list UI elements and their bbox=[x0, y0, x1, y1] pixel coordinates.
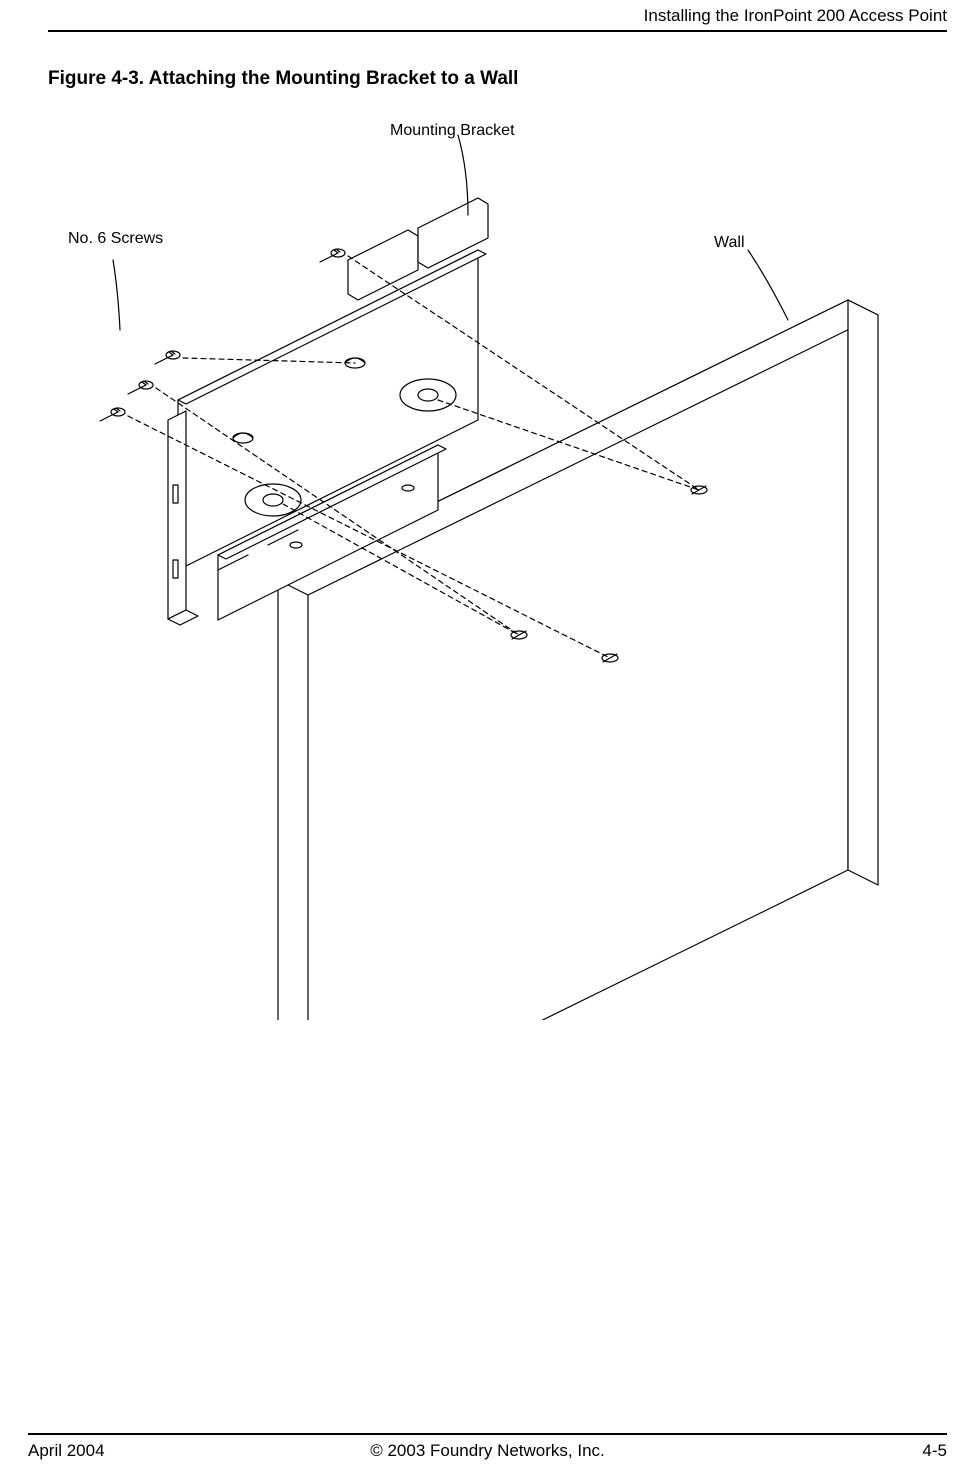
footer-page-num: 4-5 bbox=[922, 1441, 947, 1461]
header-section-title: Installing the IronPoint 200 Access Poin… bbox=[644, 6, 947, 26]
page-header: Installing the IronPoint 200 Access Poin… bbox=[0, 0, 975, 36]
technical-diagram bbox=[48, 100, 928, 1020]
footer-copyright: © 2003 Foundry Networks, Inc. bbox=[28, 1441, 947, 1461]
page: Installing the IronPoint 200 Access Poin… bbox=[0, 0, 975, 1483]
figure-caption: Figure 4-3. Attaching the Mounting Brack… bbox=[48, 68, 518, 90]
page-footer: April 2004 © 2003 Foundry Networks, Inc.… bbox=[28, 1441, 947, 1465]
header-rule bbox=[48, 30, 947, 32]
footer-rule bbox=[28, 1433, 947, 1435]
